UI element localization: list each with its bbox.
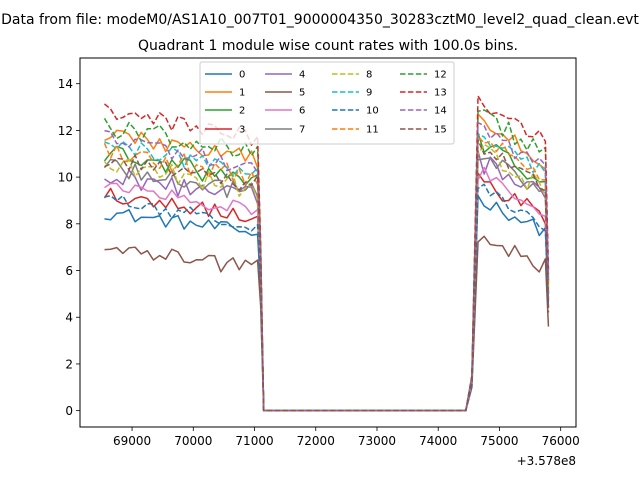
y-tick-label: 12 [58,124,73,138]
x-tick-label: 72000 [297,434,335,448]
series-line-11 [103,135,550,412]
legend-label-10: 10 [366,106,379,117]
legend-label-5: 5 [299,88,305,99]
x-axis: 69000 70000 71000 72000 73000 74000 75000 76000 [113,427,580,448]
y-tick-label: 2 [65,357,73,371]
series-line-8 [103,143,550,412]
series-line-4 [104,150,550,412]
x-tick-label: 69000 [113,434,151,448]
plot-frame [79,57,577,428]
legend-label-8: 8 [366,70,372,81]
y-tick-label: 10 [58,171,73,185]
legend-label-7: 7 [299,125,305,136]
legend-label-6: 6 [299,106,305,117]
legend-label-11: 11 [366,125,379,136]
series-line-14 [104,121,550,412]
x-tick-label: 74000 [419,434,457,448]
x-tick-label: 76000 [542,434,580,448]
legend-label-4: 4 [299,70,305,81]
x-axis-offset-label: +3.578e8 [517,454,576,468]
chart-title: Quadrant 1 module wise count rates with … [138,38,518,54]
series-line-13 [104,95,550,412]
series-line-9 [104,133,550,412]
y-axis: 0 2 4 6 8 10 12 14 [58,77,80,418]
x-tick-label: 73000 [358,434,396,448]
series-layer [103,95,550,412]
legend-label-15: 15 [434,125,447,136]
series-line-5 [104,235,550,412]
legend-label-14: 14 [434,106,447,117]
legend-box [199,61,455,145]
legend-label-2: 2 [239,106,245,117]
y-tick-label: 4 [65,311,73,325]
legend-label-3: 3 [239,125,245,136]
legend-label-12: 12 [434,70,447,81]
x-tick-label: 71000 [235,434,273,448]
x-tick-label: 75000 [480,434,518,448]
legend-label-13: 13 [434,88,447,99]
x-tick-label: 70000 [174,434,212,448]
legend-label-1: 1 [239,88,245,99]
legend-label-0: 0 [239,70,245,81]
y-tick-label: 0 [65,404,73,418]
legend-label-9: 9 [366,88,372,99]
y-tick-label: 6 [65,264,73,278]
y-tick-label: 8 [65,217,73,231]
series-line-12 [103,109,550,412]
y-tick-label: 14 [58,77,73,91]
series-line-3 [103,172,550,412]
series-line-10 [104,183,550,412]
series-line-15 [104,139,550,412]
figure-suptitle: Data from file: modeM0/AS1A10_007T01_900… [1,12,639,28]
series-line-6 [104,166,550,412]
series-line-1 [104,113,550,412]
